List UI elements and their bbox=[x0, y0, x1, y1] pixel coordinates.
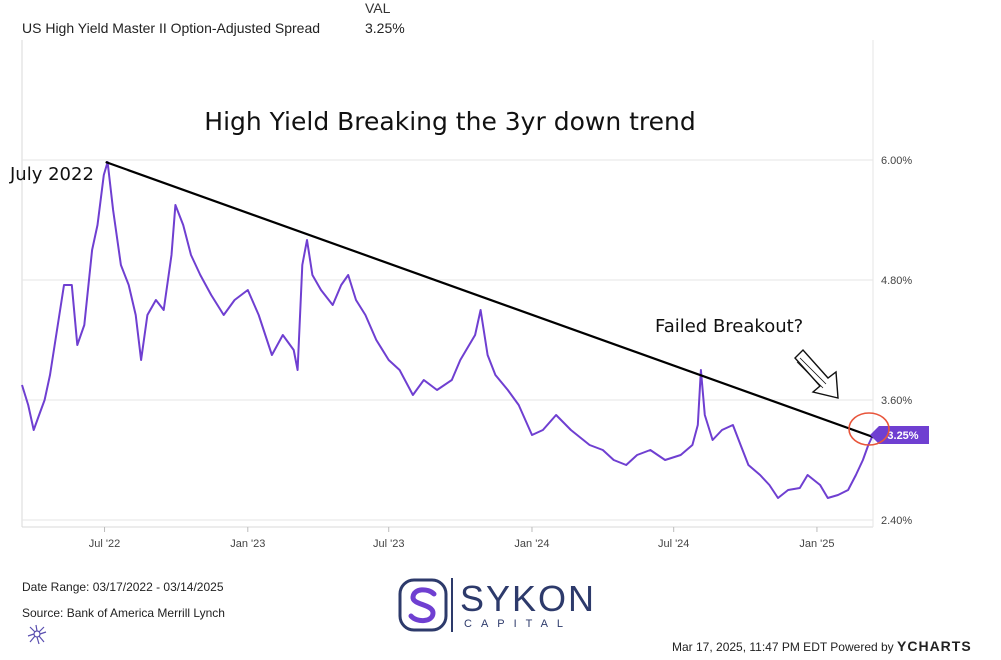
date-range-text: Date Range: 03/17/2022 - 03/14/2025 bbox=[22, 580, 224, 594]
y-tick-label: 2.40% bbox=[881, 515, 912, 527]
last-value-label: 3.25% bbox=[887, 430, 918, 442]
y-tick-label: 6.00% bbox=[881, 155, 912, 167]
doodle-icon bbox=[24, 622, 50, 648]
series-line bbox=[21, 161, 874, 499]
x-tick-label: Jul '23 bbox=[373, 538, 404, 550]
highlight-circle bbox=[848, 412, 890, 446]
legend-header: VAL bbox=[365, 0, 391, 16]
annotation-title: High Yield Breaking the 3yr down trend bbox=[204, 107, 695, 136]
sykon-mark-icon bbox=[398, 578, 448, 632]
trendline bbox=[105, 160, 888, 444]
source-text: Source: Bank of America Merrill Lynch bbox=[22, 606, 225, 620]
ycharts-brand[interactable]: YCHARTS bbox=[897, 638, 972, 654]
y-tick-label: 3.60% bbox=[881, 395, 912, 407]
annotation-peak-label: July 2022 bbox=[9, 164, 94, 185]
powered-footer: Mar 17, 2025, 11:47 PM EDT Powered by YC… bbox=[672, 638, 972, 656]
legend-series-value: 3.25% bbox=[365, 20, 405, 36]
legend-series-name: US High Yield Master II Option-Adjusted … bbox=[22, 20, 321, 36]
x-tick-label: Jan '25 bbox=[799, 538, 834, 550]
y-tick-label: 4.80% bbox=[881, 275, 912, 287]
x-tick-label: Jul '22 bbox=[89, 538, 120, 550]
down-arrow-icon bbox=[794, 348, 839, 399]
x-tick-label: Jan '24 bbox=[514, 538, 549, 550]
brand-name: SYKON bbox=[460, 578, 597, 619]
sykon-logo: SYKON CAPITAL bbox=[398, 574, 594, 636]
annotation-breakout-label: Failed Breakout? bbox=[655, 316, 803, 337]
timestamp-text: Mar 17, 2025, 11:47 PM EDT Powered by bbox=[672, 640, 894, 654]
brand-sub: CAPITAL bbox=[464, 618, 573, 630]
x-tick-label: Jul '24 bbox=[658, 538, 689, 550]
x-tick-label: Jan '23 bbox=[230, 538, 265, 550]
